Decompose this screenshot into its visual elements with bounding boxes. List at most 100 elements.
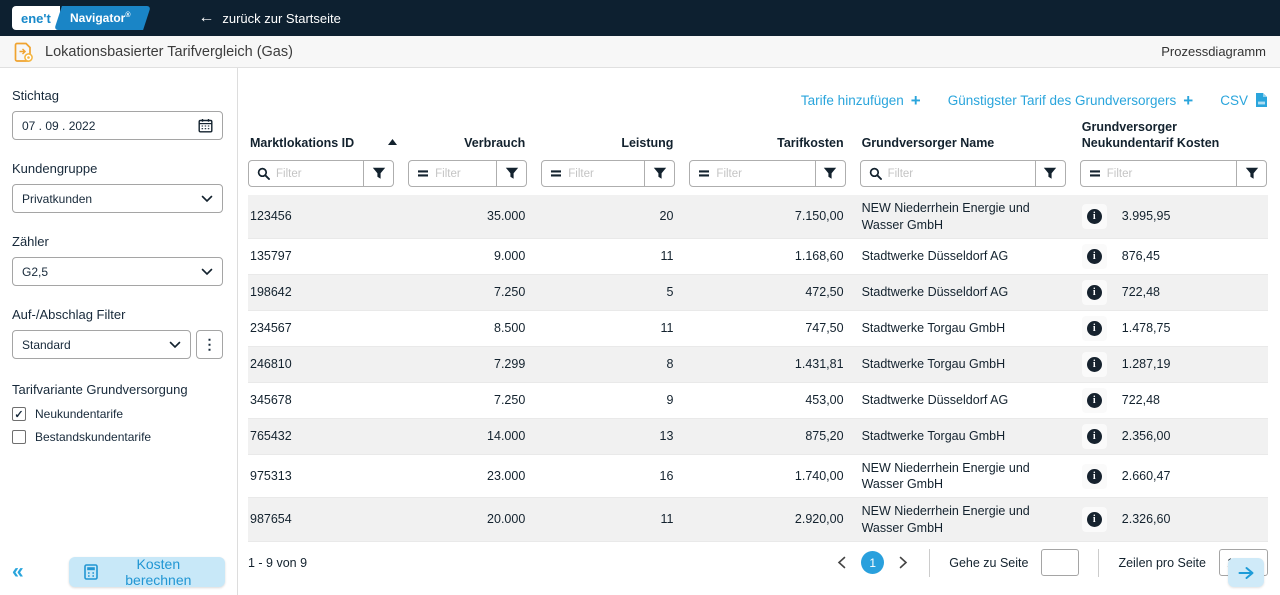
tariff-info-button[interactable]: i: [1081, 315, 1107, 341]
info-icon: i: [1086, 248, 1102, 264]
cell-id: 345678: [248, 382, 409, 419]
next-page-button[interactable]: [897, 554, 910, 571]
cell-kosten: i 876,45: [1079, 238, 1268, 275]
filter-input-leistung[interactable]: [568, 167, 645, 180]
cell-name: Stadtwerke Torgau GmbH: [859, 346, 1080, 383]
table-row[interactable]: 975313 23.000 16 1.740,00 NEW Niederrhein En…: [248, 454, 1268, 499]
filter-sidebar: Stichtag 07 . 09 . 2022 Kundengruppe Pri…: [0, 68, 238, 595]
tariff-info-button[interactable]: i: [1081, 351, 1107, 377]
back-to-home-link[interactable]: ← zurück zur Startseite: [198, 10, 341, 26]
cell-verbrauch: 9.000: [408, 238, 542, 275]
table-row[interactable]: 345678 7.250 9 453,00 Stadtwerke Düsseldorf …: [248, 382, 1268, 419]
cell-leistung: 16: [541, 454, 690, 499]
tariff-info-button[interactable]: i: [1081, 423, 1107, 449]
filter-input-name[interactable]: [887, 167, 1035, 180]
kosten-value: 3.995,95: [1121, 209, 1171, 224]
tariff-info-button[interactable]: i: [1081, 243, 1107, 269]
calendar-icon[interactable]: [198, 118, 213, 133]
cell-id: 987654: [248, 497, 409, 542]
collapse-sidebar-button[interactable]: «: [12, 560, 24, 583]
table-row[interactable]: 198642 7.250 5 472,50 Stadtwerke Düsseldorf …: [248, 274, 1268, 311]
sort-ascending-icon: [388, 134, 398, 148]
kundengruppe-select[interactable]: Privatkunden: [12, 184, 223, 213]
table-row[interactable]: 234567 8.500 11 747,50 Stadtwerke Torgau Gmb…: [248, 310, 1268, 347]
add-tariffs-link[interactable]: Tarife hinzufügen +: [801, 92, 921, 109]
cell-name: NEW Niederrhein Energie und Wasser GmbH: [859, 454, 1080, 499]
filter-menu-button-kosten[interactable]: [1237, 161, 1266, 186]
filter-box-kosten: [1079, 160, 1267, 188]
next-step-button[interactable]: [1228, 558, 1264, 587]
zaehler-select[interactable]: G2,5: [12, 257, 223, 286]
stichtag-label: Stichtag: [12, 88, 59, 103]
filter-menu-button-name[interactable]: [1036, 161, 1065, 186]
tariff-info-button[interactable]: i: [1081, 387, 1107, 413]
filter-input-tarifkosten[interactable]: [716, 167, 815, 180]
kosten-value: 722,48: [1121, 393, 1161, 408]
filter-menu-button-id[interactable]: [364, 161, 393, 186]
filter-box-id: [248, 160, 395, 188]
current-page-button[interactable]: 1: [861, 551, 885, 575]
aufabschlag-select[interactable]: Standard: [12, 330, 191, 359]
equals-icon: [409, 169, 435, 178]
cell-leistung: 11: [541, 310, 690, 347]
cell-leistung: 9: [541, 382, 690, 419]
checkbox-neukundentarife[interactable]: Neukundentarife: [12, 407, 223, 421]
cell-tarifkosten: 7.150,00: [689, 195, 860, 239]
cell-tarifkosten: 875,20: [689, 418, 860, 455]
stichtag-date-input[interactable]: 07 . 09 . 2022: [12, 111, 223, 140]
filter-input-kosten[interactable]: [1106, 167, 1236, 180]
cheapest-tariff-link[interactable]: Günstigster Tarif des Grundversorgers +: [948, 92, 1194, 109]
cell-leistung: 11: [541, 497, 690, 542]
divider: [1236, 161, 1237, 187]
table-row[interactable]: 987654 20.000 11 2.920,00 NEW Niederrhein En…: [248, 497, 1268, 542]
cell-verbrauch: 7.250: [408, 274, 542, 311]
filter-input-verbrauch[interactable]: [435, 167, 497, 180]
equals-icon: [1081, 169, 1107, 178]
cell-name: NEW Niederrhein Energie und Wasser GmbH: [859, 497, 1080, 542]
process-diagram-link[interactable]: Prozessdiagramm: [1161, 44, 1266, 59]
column-header-verbrauch[interactable]: Verbrauch: [464, 135, 526, 150]
csv-export-link[interactable]: CSV: [1220, 92, 1268, 108]
previous-page-button[interactable]: [835, 554, 848, 571]
checkbox-bestandskundentarife[interactable]: Bestandskundentarife: [12, 430, 223, 444]
main-content: Tarife hinzufügen + Günstigster Tarif de…: [238, 68, 1280, 595]
filter-menu-button-leistung[interactable]: [645, 161, 674, 186]
filter-menu-button-tarifkosten[interactable]: [816, 161, 845, 186]
table-filter-row: [248, 159, 1268, 195]
filter-input-id[interactable]: [276, 167, 364, 180]
tariff-info-button[interactable]: i: [1081, 507, 1107, 532]
navigator-logo-text: Navigator®: [69, 11, 131, 25]
search-icon: [861, 167, 888, 181]
checkbox-icon[interactable]: [12, 430, 26, 444]
checkbox-label: Bestandskundentarife: [35, 430, 152, 444]
cell-verbrauch: 35.000: [408, 195, 542, 239]
divider: [363, 161, 365, 187]
info-icon: i: [1086, 512, 1102, 527]
cell-tarifkosten: 2.920,00: [689, 497, 860, 542]
table-row[interactable]: 123456 35.000 20 7.150,00 NEW Niederrhein En…: [248, 195, 1268, 239]
column-header-id[interactable]: Marktlokations ID: [248, 120, 408, 159]
cell-leistung: 5: [541, 274, 690, 311]
calculate-costs-button[interactable]: Kosten berechnen: [68, 556, 225, 588]
tariff-info-button[interactable]: i: [1081, 279, 1107, 305]
cell-verbrauch: 23.000: [408, 454, 542, 499]
tariff-info-button[interactable]: i: [1081, 204, 1107, 229]
filter-menu-button-verbrauch[interactable]: [497, 161, 526, 186]
column-header-kosten[interactable]: Grundversorger Neukundentarif Kosten: [1081, 120, 1220, 150]
table-row[interactable]: 765432 14.000 13 875,20 Stadtwerke Torgau Gm…: [248, 418, 1268, 455]
cell-id: 975313: [248, 454, 409, 499]
csv-label: CSV: [1220, 92, 1248, 108]
goto-page-input[interactable]: [1041, 549, 1080, 577]
checkbox-icon[interactable]: [12, 407, 26, 421]
enet-navigator-logo[interactable]: ene't Navigator®: [12, 6, 151, 30]
info-icon: i: [1086, 392, 1102, 408]
tariff-info-button[interactable]: i: [1081, 463, 1107, 489]
kosten-value: 2.326,60: [1121, 512, 1171, 527]
column-header-leistung[interactable]: Leistung: [621, 135, 674, 150]
aufabschlag-more-options-button[interactable]: ⋮: [196, 330, 223, 359]
table-row[interactable]: 246810 7.299 8 1.431,81 Stadtwerke Torgau Gm…: [248, 346, 1268, 383]
column-header-name[interactable]: Grundversorger Name: [861, 135, 995, 150]
column-header-tarifkosten[interactable]: Tarifkosten: [777, 135, 844, 150]
table-row[interactable]: 135797 9.000 11 1.168,60 Stadtwerke Düsseldo…: [248, 238, 1268, 275]
cell-tarifkosten: 1.740,00: [689, 454, 860, 499]
